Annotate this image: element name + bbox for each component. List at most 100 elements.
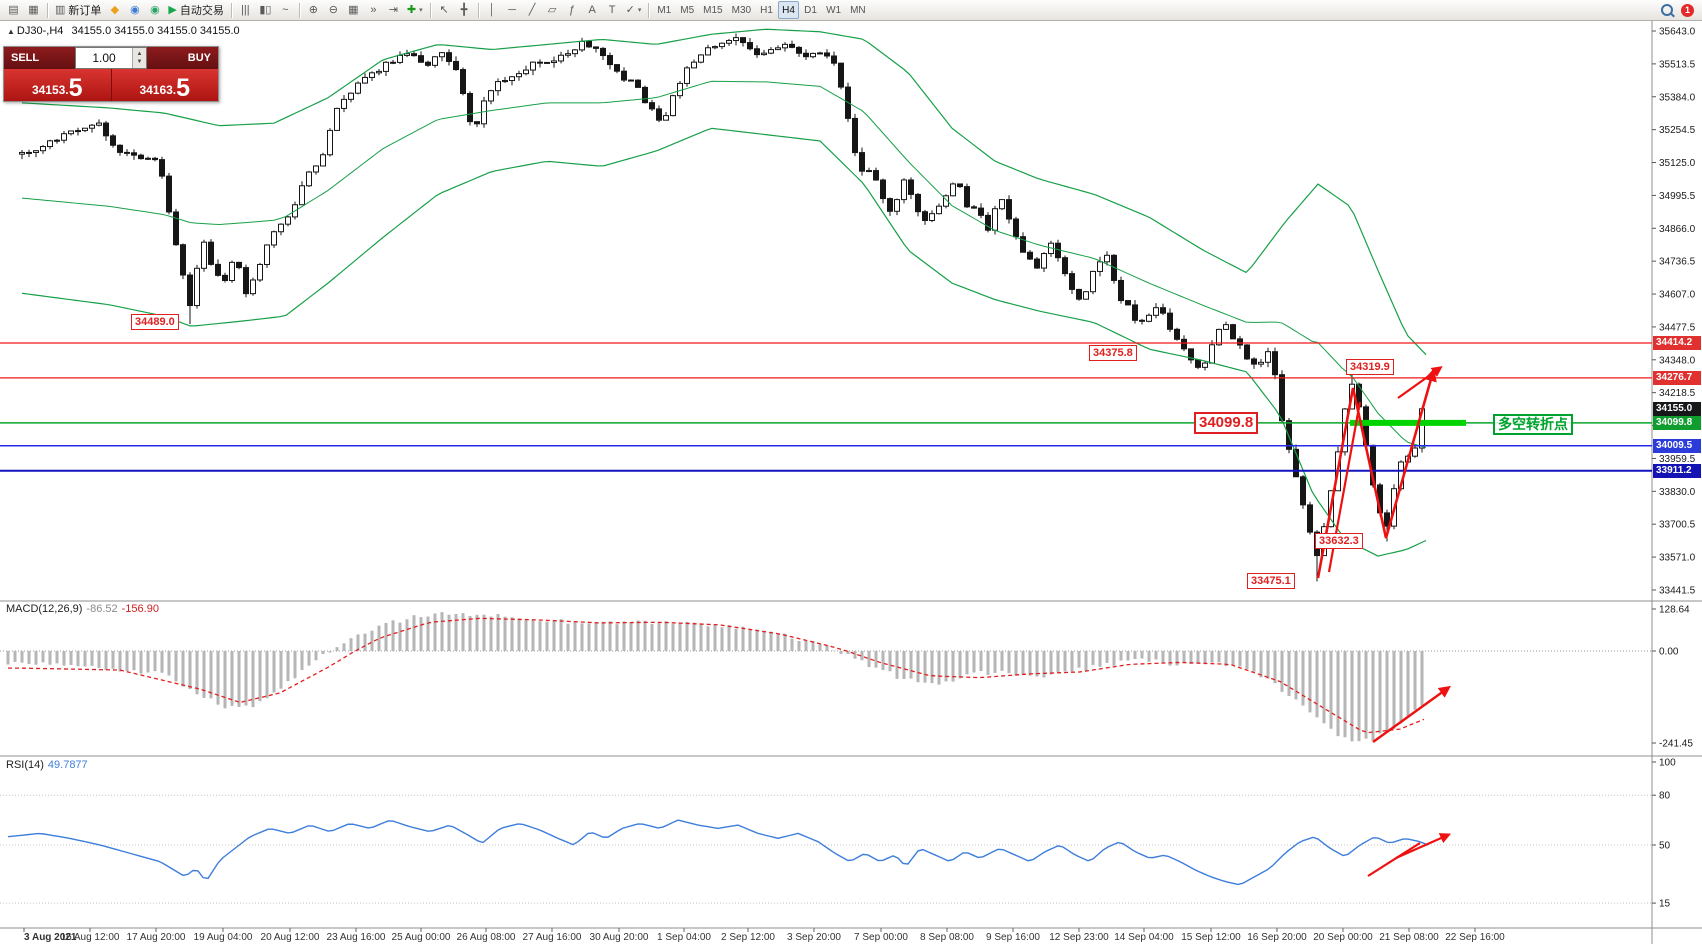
mql5-button[interactable]: ◆ (105, 1, 124, 19)
equidistant-channel-button[interactable]: ▱ (543, 1, 562, 19)
window-mode-button[interactable]: ▦ (24, 1, 43, 19)
timeframe-mn[interactable]: MN (846, 1, 870, 19)
svg-text:20 Sep 00:00: 20 Sep 00:00 (1313, 932, 1373, 943)
auto-trading-label: 自动交易 (179, 5, 224, 17)
line-chart-button[interactable]: ~ (276, 1, 295, 19)
zoom-out-icon: ⊖ (328, 3, 338, 16)
svg-text:16 Sep 20:00: 16 Sep 20:00 (1247, 932, 1307, 943)
buy-price-main: 34163. (139, 83, 177, 97)
svg-text:14 Sep 04:00: 14 Sep 04:00 (1114, 932, 1174, 943)
cursor-icon: ↖ (439, 3, 449, 16)
timeframe-m15[interactable]: M15 (699, 1, 726, 19)
chart-ohlc-values: 34155.0 34155.0 34155.0 34155.0 (71, 25, 240, 37)
search-icon (1660, 4, 1673, 16)
terminal-button[interactable]: ◉ (125, 1, 144, 19)
trendline-icon: ╱ (528, 3, 536, 16)
timeframe-m5[interactable]: M5 (676, 1, 698, 19)
search-button[interactable] (1657, 1, 1676, 19)
bar-chart-button[interactable]: ||| (236, 1, 255, 19)
chart-shift-button[interactable]: ⇥ (384, 1, 403, 19)
vertical-line-button[interactable]: │ (483, 1, 502, 19)
fibonacci-button[interactable]: ƒ (563, 1, 582, 19)
sell-button[interactable]: SELL (4, 47, 75, 69)
buy-price-pips: 5 (176, 74, 191, 102)
svg-text:21 Sep 08:00: 21 Sep 08:00 (1379, 932, 1439, 943)
macd-pane (0, 612, 1652, 742)
timeframe-d1[interactable]: D1 (800, 1, 821, 19)
auto-trading-button[interactable]: ▶ 自动交易 (165, 1, 226, 19)
svg-text:3 Aug 2021: 3 Aug 2021 (24, 932, 77, 943)
volume-down-icon[interactable]: ▼ (136, 59, 143, 65)
fibonacci-icon: ƒ (569, 3, 576, 16)
horizontal-line-button[interactable]: ─ (503, 1, 522, 19)
svg-text:30 Aug 20:00: 30 Aug 20:00 (590, 932, 649, 943)
buy-button[interactable]: BUY (147, 47, 218, 69)
macd-indicator-label: MACD(12,26,9) -86.52 -156.90 (6, 603, 159, 615)
price-label-34099: 34099.8 (1194, 412, 1259, 434)
auto-scroll-button[interactable]: » (364, 1, 383, 19)
trendline-button[interactable]: ╱ (523, 1, 542, 19)
macd-main-value: -86.52 (86, 603, 118, 615)
text-label-button[interactable]: T (603, 1, 622, 19)
chart-list-icon: ▤ (8, 3, 19, 16)
svg-text:17 Aug 20:00: 17 Aug 20:00 (127, 932, 186, 943)
svg-text:50: 50 (1659, 841, 1671, 852)
arrows-icon: ✓ (625, 3, 635, 16)
macd-name: MACD(12,26,9) (6, 603, 83, 615)
svg-text:80: 80 (1659, 791, 1671, 802)
timeframe-h4[interactable]: H4 (778, 1, 800, 19)
horizontal-level-lines[interactable] (0, 342, 1652, 472)
svg-text:7 Sep 00:00: 7 Sep 00:00 (854, 932, 908, 943)
vertical-line-icon: │ (488, 3, 496, 16)
pane-separators[interactable] (0, 21, 1702, 944)
pivot-note-label: 多空转折点 (1493, 414, 1573, 435)
chart-list-button[interactable]: ▤ (4, 1, 23, 19)
symbol-dropdown-icon[interactable]: ▲ (7, 27, 15, 36)
price-label-33632: 33632.3 (1315, 533, 1363, 549)
notification-badge[interactable]: 1 (1681, 3, 1694, 17)
timeframe-m1[interactable]: M1 (653, 1, 675, 19)
tile-windows-button[interactable]: ▦ (344, 1, 363, 19)
community-button[interactable]: ◉ (145, 1, 164, 19)
buy-price-button[interactable]: 34163. 5 (111, 69, 218, 102)
price-badge-34276.7: 34276.7 (1653, 370, 1701, 385)
cursor-button[interactable]: ↖ (435, 1, 454, 19)
volume-up-icon[interactable]: ▲ (136, 51, 143, 57)
svg-text:34607.0: 34607.0 (1659, 290, 1696, 301)
trade-panel-top-row: SELL 1.00 ▲ ▼ BUY (4, 47, 218, 69)
svg-text:35384.0: 35384.0 (1659, 92, 1696, 103)
text-label-icon: T (608, 3, 616, 16)
text-button[interactable]: A (583, 1, 602, 19)
arrows-button[interactable]: ✓ ▾ (623, 1, 645, 19)
price-badge-34155.0: 34155.0 (1653, 401, 1701, 416)
volume-stepper[interactable]: 1.00 ▲ ▼ (75, 47, 147, 69)
indicators-caret-icon: ▾ (419, 7, 423, 14)
sell-price-main: 34153. (31, 83, 69, 97)
crosshair-button[interactable]: ╋ (455, 1, 474, 19)
rsi-name: RSI(14) (6, 759, 44, 771)
svg-text:19 Aug 04:00: 19 Aug 04:00 (194, 932, 253, 943)
svg-text:33700.5: 33700.5 (1659, 520, 1696, 531)
timeframe-m30[interactable]: M30 (728, 1, 755, 19)
timeframe-w1[interactable]: W1 (822, 1, 845, 19)
zoom-in-button[interactable]: ⊕ (304, 1, 323, 19)
volume-spinner[interactable]: ▲ ▼ (132, 48, 146, 68)
arrows-caret-icon: ▾ (637, 7, 642, 14)
timeframe-h1[interactable]: H1 (756, 1, 777, 19)
svg-text:35643.0: 35643.0 (1659, 27, 1696, 38)
annotation-arrows[interactable] (1316, 366, 1452, 877)
sell-price-button[interactable]: 34153. 5 (4, 69, 112, 101)
svg-text:16 Aug 12:00: 16 Aug 12:00 (61, 932, 120, 943)
mql5-icon: ◆ (110, 3, 120, 16)
new-order-button[interactable]: ▥ 新订单 (52, 1, 104, 19)
zoom-out-button[interactable]: ⊖ (324, 1, 343, 19)
macd-signal-value: -156.90 (121, 603, 159, 615)
svg-text:34995.5: 34995.5 (1659, 191, 1696, 202)
svg-text:33830.0: 33830.0 (1659, 487, 1696, 498)
indicators-button[interactable]: ✚ ▾ (404, 1, 426, 19)
svg-text:27 Aug 16:00: 27 Aug 16:00 (523, 932, 582, 943)
candlestick-chart-button[interactable]: ▮▯ (256, 1, 275, 19)
svg-text:100: 100 (1659, 758, 1676, 769)
